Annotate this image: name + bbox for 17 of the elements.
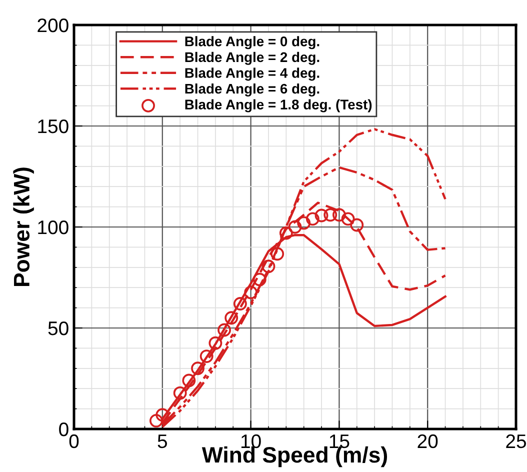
y-tick-label: 200 <box>38 18 68 32</box>
x-tick-label: 20 <box>418 434 438 448</box>
x-tick-label: 0 <box>69 434 79 448</box>
legend-label: Blade Angle = 6 deg. <box>185 83 320 96</box>
legend-label: Blade Angle = 2 deg. <box>185 52 320 65</box>
legend-label: Blade Angle = 4 deg. <box>185 68 320 81</box>
x-tick-label: 5 <box>158 434 167 448</box>
y-tick-label: 150 <box>38 119 68 134</box>
y-tick-label: 0 <box>59 422 68 436</box>
legend-label: Blade Angle = 0 deg. <box>185 36 320 50</box>
y-axis-title: Power (kW) <box>13 168 34 286</box>
legend-label: Blade Angle = 1.8 deg. (Test) <box>185 99 372 112</box>
x-tick-label: 10 <box>241 434 261 448</box>
y-tick-label: 50 <box>48 321 68 336</box>
y-tick-label: 100 <box>38 220 68 234</box>
x-tick-label: 15 <box>330 434 350 448</box>
x-tick-label: 25 <box>506 434 526 448</box>
